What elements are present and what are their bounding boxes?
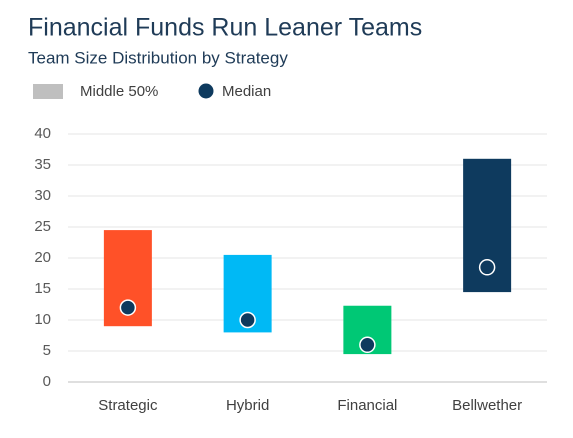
median-marker — [359, 336, 376, 354]
legend-label: Middle 50% — [80, 83, 158, 100]
median-marker — [119, 299, 137, 316]
median-marker — [239, 311, 256, 329]
y-tick-label: 25 — [34, 218, 51, 235]
y-tick-label: 0 — [43, 373, 51, 390]
y-tick-label: 5 — [43, 342, 51, 359]
chart-subtitle: Team Size Distribution by Strategy — [28, 48, 288, 67]
legend-marker — [198, 83, 214, 99]
legend-label: Median — [222, 83, 271, 100]
y-tick-label: 20 — [34, 249, 51, 266]
x-tick-label: Strategic — [98, 397, 158, 414]
legend-swatch — [33, 84, 63, 99]
median-marker — [478, 259, 496, 276]
y-tick-label: 30 — [34, 187, 51, 204]
y-tick-label: 15 — [34, 280, 51, 297]
x-tick-label: Hybrid — [226, 397, 269, 414]
y-tick-label: 40 — [34, 125, 51, 142]
y-tick-label: 35 — [34, 156, 51, 173]
y-tick-label: 10 — [34, 311, 51, 328]
chart-title: Financial Funds Run Leaner Teams — [28, 14, 422, 42]
x-tick-label: Bellwether — [452, 397, 522, 414]
x-tick-label: Financial — [337, 397, 397, 414]
